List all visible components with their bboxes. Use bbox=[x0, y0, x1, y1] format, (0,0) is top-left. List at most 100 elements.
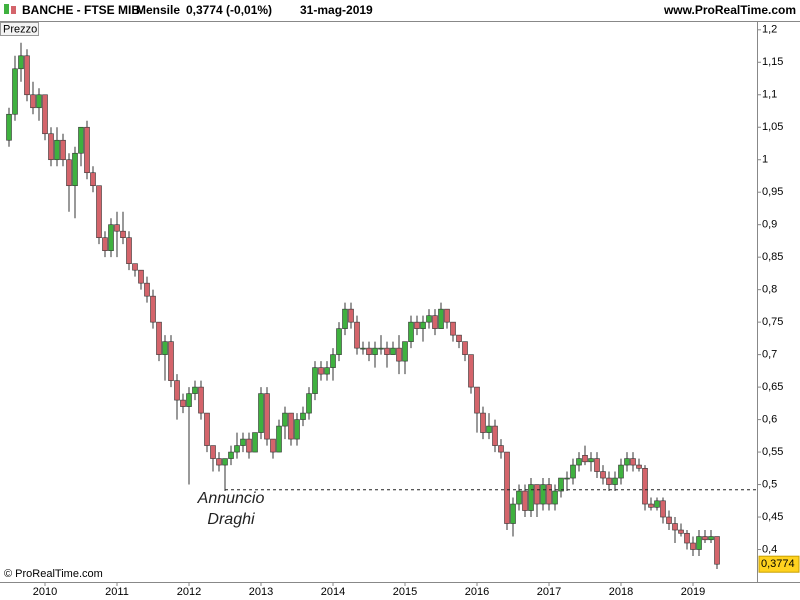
candle-body bbox=[222, 458, 228, 466]
candle-body bbox=[606, 477, 612, 485]
candle-body bbox=[252, 432, 258, 453]
candle-body bbox=[618, 464, 624, 479]
candle-body bbox=[180, 399, 186, 407]
y-tick-label: 1 bbox=[762, 154, 768, 166]
candle-body bbox=[558, 477, 564, 492]
candle-body bbox=[414, 321, 420, 329]
candle-body bbox=[306, 393, 312, 414]
candle-body bbox=[690, 542, 696, 550]
candle-body bbox=[138, 269, 144, 284]
candle-body bbox=[72, 152, 78, 187]
candle-body bbox=[456, 334, 462, 342]
candle-body bbox=[384, 347, 390, 355]
candle-body bbox=[234, 445, 240, 453]
candle-body bbox=[12, 68, 18, 115]
candle-body bbox=[120, 230, 126, 238]
candle-body bbox=[162, 341, 168, 355]
candle-body bbox=[258, 393, 264, 433]
candle-body bbox=[648, 503, 654, 508]
quote: 0,3774 (-0,01%) bbox=[186, 3, 272, 17]
candle-body bbox=[468, 354, 474, 388]
y-tick-label: 0,45 bbox=[762, 511, 783, 523]
candle-body bbox=[552, 490, 558, 505]
candle-body bbox=[90, 172, 96, 187]
candle-body bbox=[642, 468, 648, 505]
candle-body bbox=[198, 386, 204, 414]
candle-body bbox=[114, 224, 120, 232]
y-tick-label: 0,6 bbox=[762, 413, 777, 425]
candle-body bbox=[318, 367, 324, 375]
candle-body bbox=[36, 94, 42, 109]
logo-icon bbox=[4, 4, 9, 14]
y-tick-label: 0,95 bbox=[762, 186, 783, 198]
candle-body bbox=[174, 380, 180, 401]
period: Mensile bbox=[136, 3, 180, 17]
x-tick-label: 2019 bbox=[681, 586, 705, 598]
candle-body bbox=[570, 464, 576, 479]
y-tick-label: 0,4 bbox=[762, 543, 777, 555]
candle-body bbox=[702, 536, 708, 541]
candle-body bbox=[438, 308, 444, 329]
site: www.ProRealTime.com bbox=[663, 3, 796, 17]
x-tick-label: 2011 bbox=[105, 586, 129, 598]
y-tick-label: 0,55 bbox=[762, 446, 783, 458]
candle-body bbox=[270, 438, 276, 453]
candle-body bbox=[300, 412, 306, 420]
y-tick-label: 0,9 bbox=[762, 219, 777, 231]
candle-body bbox=[186, 393, 192, 407]
candle-body bbox=[582, 455, 588, 463]
candle-body bbox=[396, 347, 402, 362]
candle-body bbox=[42, 94, 48, 135]
candle-body bbox=[24, 55, 30, 96]
candle-body bbox=[450, 321, 456, 336]
candle-body bbox=[534, 484, 540, 505]
annotation: Draghi bbox=[207, 511, 255, 528]
last-price-box bbox=[758, 555, 800, 573]
candle-body bbox=[540, 484, 546, 505]
logo-icon bbox=[11, 6, 16, 14]
candle-body bbox=[600, 471, 606, 479]
candle-body bbox=[420, 321, 426, 329]
candle-body bbox=[66, 159, 72, 187]
candle-body bbox=[660, 500, 666, 518]
panel-label-box bbox=[0, 22, 39, 36]
y-tick-label: 1,15 bbox=[762, 56, 783, 68]
candle-body bbox=[576, 458, 582, 466]
candle-body bbox=[324, 367, 330, 375]
x-tick-label: 2018 bbox=[609, 586, 633, 598]
x-tick-label: 2016 bbox=[465, 586, 489, 598]
x-tick-label: 2010 bbox=[33, 586, 57, 598]
y-tick-label: 1,05 bbox=[762, 121, 783, 133]
candle-body bbox=[498, 445, 504, 453]
candle-body bbox=[312, 367, 318, 394]
candle-body bbox=[366, 347, 372, 355]
last-price-label: 0,3774 bbox=[761, 558, 795, 570]
candle-body bbox=[516, 490, 522, 505]
candle-body bbox=[504, 451, 510, 524]
candle-body bbox=[714, 536, 720, 565]
candle-body bbox=[216, 458, 222, 466]
candle-body bbox=[18, 55, 24, 70]
candle-body bbox=[264, 393, 270, 440]
copyright: © ProRealTime.com bbox=[4, 568, 103, 580]
candle-body bbox=[6, 113, 12, 141]
candle-body bbox=[168, 341, 174, 381]
x-tick-label: 2014 bbox=[321, 586, 345, 598]
y-tick-label: 0,85 bbox=[762, 251, 783, 263]
candle-body bbox=[390, 347, 396, 355]
y-tick-label: 0,65 bbox=[762, 381, 783, 393]
candle-body bbox=[294, 419, 300, 440]
candle-body bbox=[210, 445, 216, 459]
y-tick-label: 0,5 bbox=[762, 478, 777, 490]
candle-body bbox=[78, 126, 84, 154]
candle-body bbox=[126, 237, 132, 264]
candle-body bbox=[150, 295, 156, 323]
y-tick-label: 1,1 bbox=[762, 89, 777, 101]
candle-body bbox=[354, 321, 360, 349]
candle-body bbox=[342, 308, 348, 329]
y-tick-label: 0,75 bbox=[762, 316, 783, 328]
candle-body bbox=[708, 536, 714, 541]
candle-body bbox=[96, 185, 102, 238]
candle-body bbox=[288, 412, 294, 440]
candle-body bbox=[228, 451, 234, 459]
